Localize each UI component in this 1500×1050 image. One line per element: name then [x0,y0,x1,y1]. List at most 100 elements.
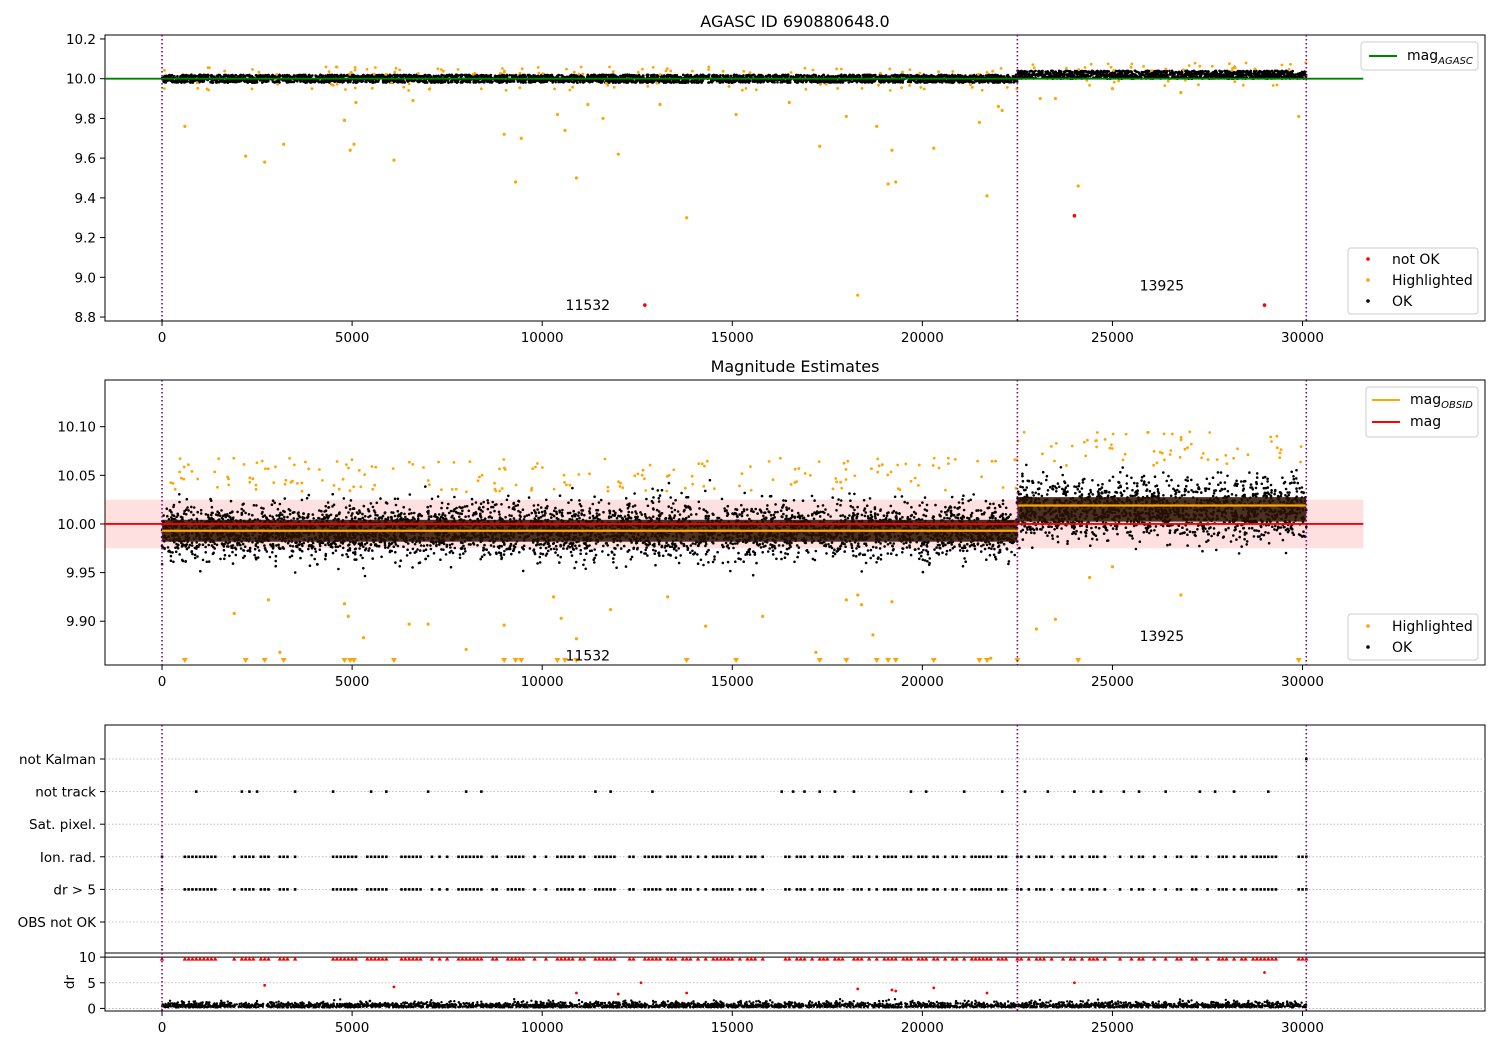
ok-point [917,74,920,78]
ok-point [307,73,311,77]
ok-point [265,80,269,83]
ok-point [236,79,240,83]
ok-point [944,79,947,83]
x-tick-label: 20000 [901,330,944,346]
ok-point [362,73,365,77]
ok-point [1086,75,1090,78]
ok-point [427,73,430,77]
ok-point [341,81,344,84]
ok-point [466,80,469,84]
ok-point [1278,73,1282,77]
panel-agasc-magnitude: 0 5000 10000 15000 20000 25000 300008.89.09.29… [66,12,1486,346]
ok-point [958,79,962,83]
ok-point [646,81,649,84]
ok-point [696,80,699,84]
ok-point [181,74,184,77]
ok-point [1006,75,1010,79]
ok-point [598,80,602,83]
ok-point [170,73,174,77]
ok-point [619,80,622,83]
ok-point [497,75,500,78]
plot-frame [104,34,1486,322]
ok-point [248,79,252,82]
ok-point [656,75,659,78]
ok-point [697,75,700,78]
ok-point [319,74,322,77]
ok-point [474,79,478,83]
ok-point [852,73,855,77]
ok-point [1257,71,1260,74]
ok-point [570,80,574,83]
ok-point [395,73,399,77]
ok-point [1218,73,1222,76]
ok-point [708,73,711,77]
ok-point [1225,72,1228,76]
ok-point [1282,72,1285,75]
ok-point [536,75,540,78]
ok-point [524,81,527,84]
ok-point [860,80,864,84]
ok-point [1222,73,1225,76]
ok-point [498,81,501,84]
ok-point [191,81,195,84]
ok-point [949,74,953,78]
ok-point [256,74,259,78]
ok-point [899,73,902,77]
ok-point [445,73,449,77]
ok-point [505,73,509,77]
ok-point [764,74,768,78]
ok-point [1111,71,1115,75]
ok-point [1231,73,1235,77]
ok-point [867,80,871,84]
ok-point [1064,69,1067,73]
ok-point [1185,73,1189,77]
ok-point [822,73,826,77]
ok-point [1214,74,1218,77]
ok-point [779,81,782,84]
ok-point [1242,69,1245,73]
ok-point [787,74,790,78]
ok-point [231,73,234,77]
ok-point [1118,70,1122,73]
ok-point [439,79,443,82]
ok-point [668,74,672,77]
ok-point [178,79,181,83]
ok-point [730,81,733,84]
ok-point [217,73,220,77]
ok-point [579,80,582,84]
ok-point [483,80,486,84]
ok-point [529,75,533,78]
ok-point [388,73,392,77]
ok-point [671,80,675,83]
y-tick-label: 9.6 [75,151,96,167]
ok-point [190,73,193,76]
ok-point [940,73,943,77]
ok-point [850,80,853,83]
ok-point [646,73,649,77]
ok-point [993,80,996,84]
ok-point [1103,70,1107,74]
ok-point [347,80,350,83]
ok-point [826,74,829,78]
ok-point [923,81,927,84]
ok-point [442,74,446,77]
ok-point [474,75,477,78]
ok-point [1232,70,1236,74]
ok-point [591,80,594,84]
ok-point [351,74,354,77]
ok-point [1123,72,1127,75]
ok-point [978,79,982,83]
ok-point [685,75,688,78]
ok-point [832,81,836,84]
ok-point [1296,72,1300,76]
ok-point [904,74,908,77]
ok-point [176,75,179,78]
ok-point [487,80,491,83]
x-tick-label: 0 [158,330,167,346]
ok-point [582,81,585,84]
ok-point [1252,70,1256,73]
ok-point [262,79,265,83]
ok-point [919,81,922,84]
ok-point [748,79,752,83]
ok-point [204,74,207,77]
